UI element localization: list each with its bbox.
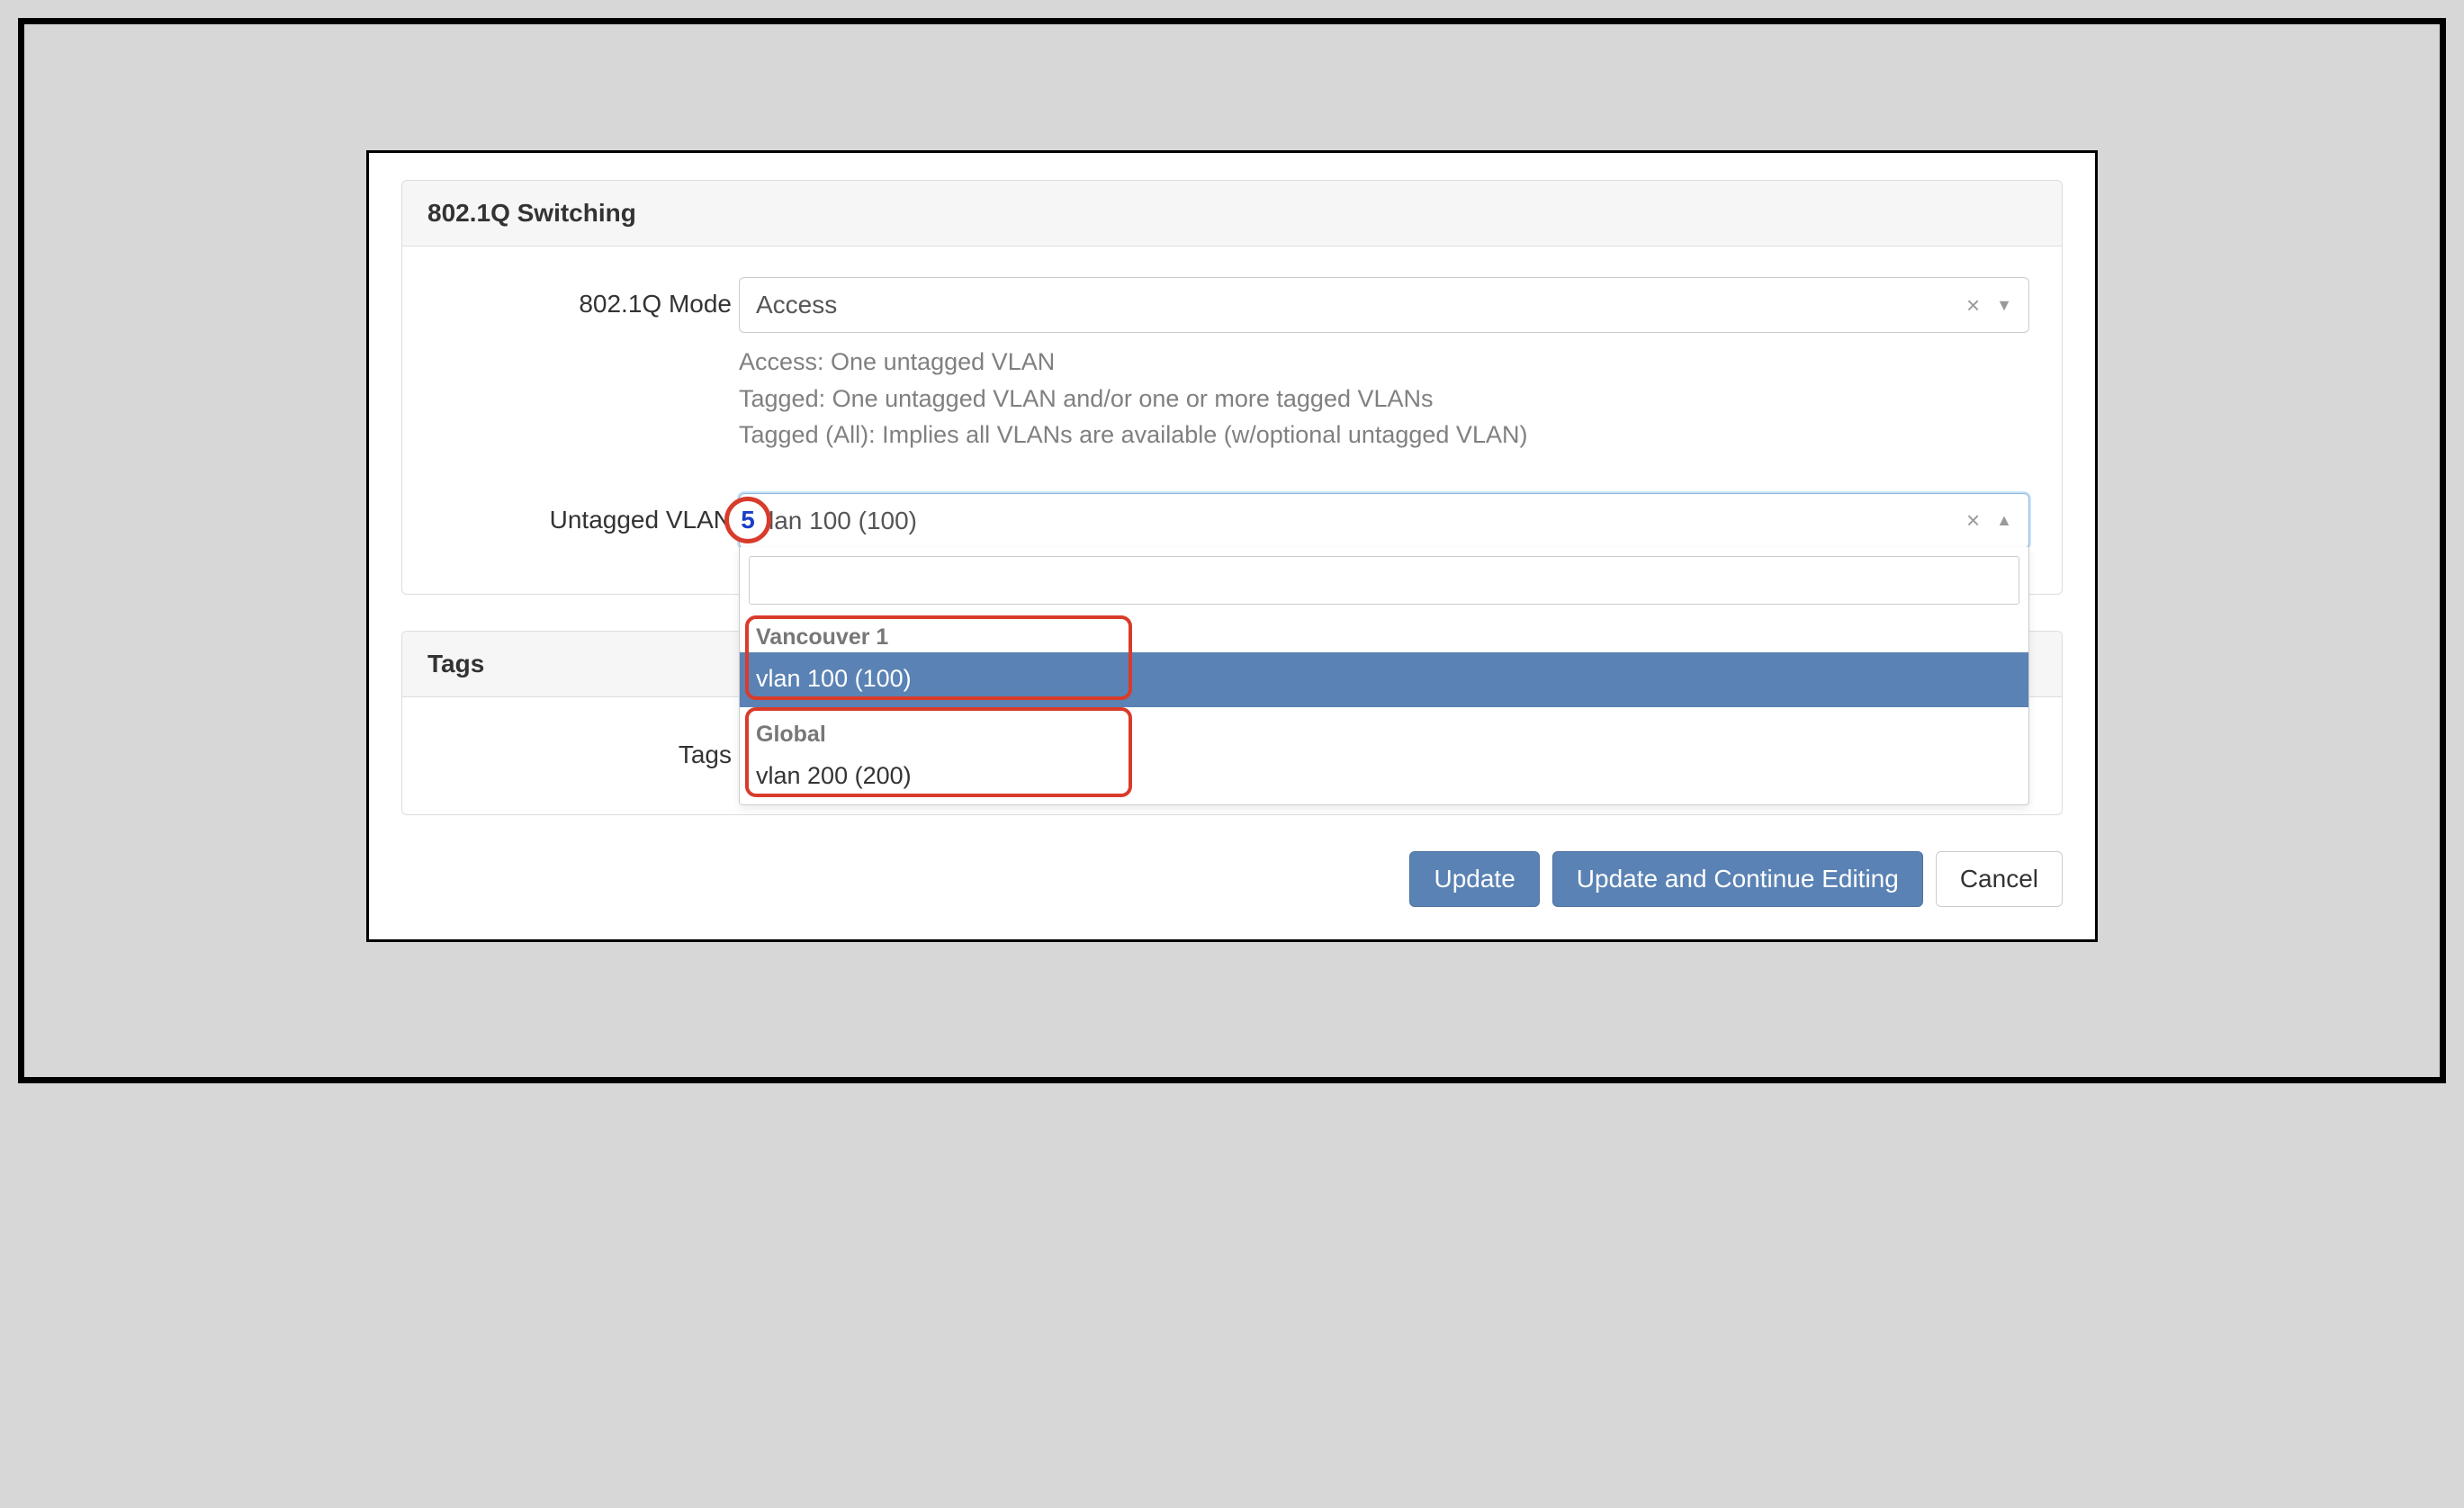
step-callout-5: 5 [724,497,771,543]
update-button[interactable]: Update [1409,851,1539,907]
untagged-vlan-select[interactable]: vlan 100 (100) × ▲ [739,493,2029,549]
untagged-vlan-caret-up-icon[interactable]: ▲ [1996,511,2012,530]
inner-frame: 802.1Q Switching 802.1Q Mode Access × ▼ … [366,150,2098,942]
untagged-vlan-clear-icon[interactable]: × [1950,507,1996,534]
mode-help: Access: One untagged VLAN Tagged: One un… [739,344,2029,453]
switching-panel-title: 802.1Q Switching [402,181,2062,247]
untagged-vlan-field: vlan 100 (100) × ▲ Vancouver 1 vlan 100 … [739,493,2029,549]
mode-label: 802.1Q Mode [435,277,732,319]
untagged-vlan-label-text: Untagged VLAN [550,506,732,534]
mode-help-line2: Tagged: One untagged VLAN and/or one or … [739,381,2029,417]
action-buttons: Update Update and Continue Editing Cance… [401,851,2063,907]
switching-panel: 802.1Q Switching 802.1Q Mode Access × ▼ … [401,180,2063,595]
optgroup-global: Global [740,707,2028,750]
cancel-button[interactable]: Cancel [1936,851,2063,907]
untagged-vlan-label: Untagged VLAN 5 [435,493,732,534]
tags-label: Tags [435,728,732,769]
outer-frame: 802.1Q Switching 802.1Q Mode Access × ▼ … [18,18,2446,1083]
update-continue-button[interactable]: Update and Continue Editing [1552,851,1923,907]
untagged-vlan-dropdown: Vancouver 1 vlan 100 (100) Global vlan 2… [739,547,2029,805]
mode-field: Access × ▼ Access: One untagged VLAN Tag… [739,277,2029,453]
untagged-vlan-row: Untagged VLAN 5 vlan 100 (100) × ▲ [435,493,2029,549]
mode-row: 802.1Q Mode Access × ▼ Access: One untag… [435,277,2029,453]
option-vlan-100[interactable]: vlan 100 (100) [740,652,2028,707]
dropdown-search-wrap [740,547,2028,610]
untagged-vlan-select-value: vlan 100 (100) [756,507,1950,535]
option-vlan-200[interactable]: vlan 200 (200) [740,750,2028,804]
mode-help-line3: Tagged (All): Implies all VLANs are avai… [739,417,2029,453]
switching-panel-body: 802.1Q Mode Access × ▼ Access: One untag… [402,247,2062,594]
mode-select[interactable]: Access × ▼ [739,277,2029,333]
mode-select-value: Access [756,291,1950,319]
mode-help-line1: Access: One untagged VLAN [739,344,2029,381]
optgroup-vancouver: Vancouver 1 [740,610,2028,652]
dropdown-search-input[interactable] [749,556,2019,605]
mode-caret-down-icon[interactable]: ▼ [1996,296,2012,315]
mode-clear-icon[interactable]: × [1950,292,1996,319]
